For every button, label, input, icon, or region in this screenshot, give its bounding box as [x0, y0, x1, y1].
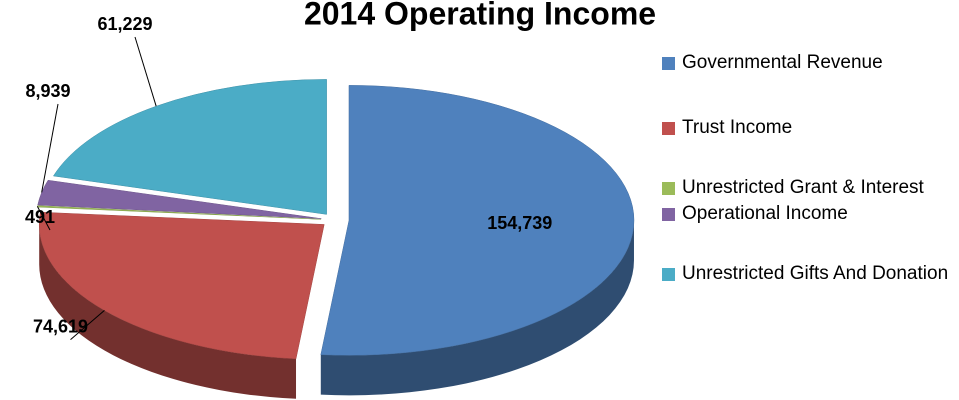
walls — [39, 220, 634, 399]
legend-label: Trust Income — [682, 117, 793, 138]
data-label: 8,939 — [25, 81, 70, 101]
data-label: 154,739 — [487, 213, 552, 233]
legend-swatch — [662, 122, 675, 135]
legend-label: Unrestricted Grant & Interest — [682, 177, 924, 198]
legend-item: Governmental Revenue — [662, 50, 952, 76]
legend-label: Governmental Revenue — [682, 52, 883, 73]
legend-swatch — [662, 182, 675, 195]
slice-side — [320, 220, 634, 396]
leader-line — [41, 103, 59, 193]
legend-swatch — [662, 57, 675, 70]
data-label: 74,619 — [33, 316, 88, 336]
data-label: 491 — [25, 207, 55, 227]
legend-label: Unrestricted Gifts And Donation — [682, 263, 949, 284]
tops — [36, 79, 635, 360]
legend-label: Operational Income — [682, 203, 848, 224]
legend: Governmental Revenue Trust Income Unrestri… — [662, 50, 952, 287]
leader-line — [36, 206, 51, 231]
slice — [52, 79, 327, 215]
legend-item: Trust Income — [662, 115, 952, 141]
legend-item: Unrestricted Grant & Interest — [662, 175, 952, 201]
legend-swatch — [662, 208, 675, 221]
slice — [320, 85, 635, 356]
legend-item: Operational Income — [662, 201, 952, 227]
slice — [38, 211, 325, 360]
data-label: 61,229 — [97, 14, 152, 34]
leader-line — [134, 36, 157, 107]
chart-title: 2014 Operating Income — [304, 0, 656, 31]
legend-item: Unrestricted Gifts And Donation — [662, 261, 952, 287]
slice-side — [39, 224, 297, 399]
leader-line — [70, 310, 105, 341]
legend-swatch — [662, 268, 675, 281]
